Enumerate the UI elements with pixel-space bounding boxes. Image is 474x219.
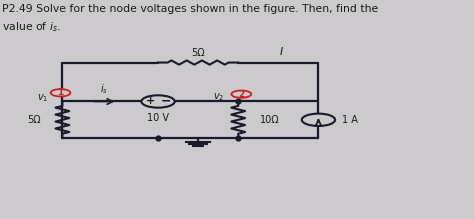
Text: −: − (160, 95, 171, 108)
Text: 1: 1 (57, 88, 64, 97)
Text: value of $i_s$.: value of $i_s$. (2, 20, 61, 34)
Text: $v_1$: $v_1$ (37, 92, 49, 104)
Text: $v_2$: $v_2$ (213, 92, 225, 103)
Text: $I$: $I$ (279, 45, 284, 57)
Text: 10Ω: 10Ω (260, 115, 280, 125)
Circle shape (141, 95, 175, 108)
Circle shape (51, 89, 71, 96)
Text: +: + (146, 97, 155, 106)
Text: 5Ω: 5Ω (27, 115, 41, 125)
Text: $i_s$: $i_s$ (100, 83, 109, 96)
Text: 1 A: 1 A (342, 115, 358, 125)
Text: 5Ω: 5Ω (191, 48, 205, 58)
Circle shape (231, 90, 251, 98)
Circle shape (302, 114, 335, 126)
Text: P2.49 Solve for the node voltages shown in the figure. Then, find the: P2.49 Solve for the node voltages shown … (2, 4, 378, 14)
Text: 10 V: 10 V (147, 113, 169, 123)
Text: 2: 2 (238, 90, 245, 99)
